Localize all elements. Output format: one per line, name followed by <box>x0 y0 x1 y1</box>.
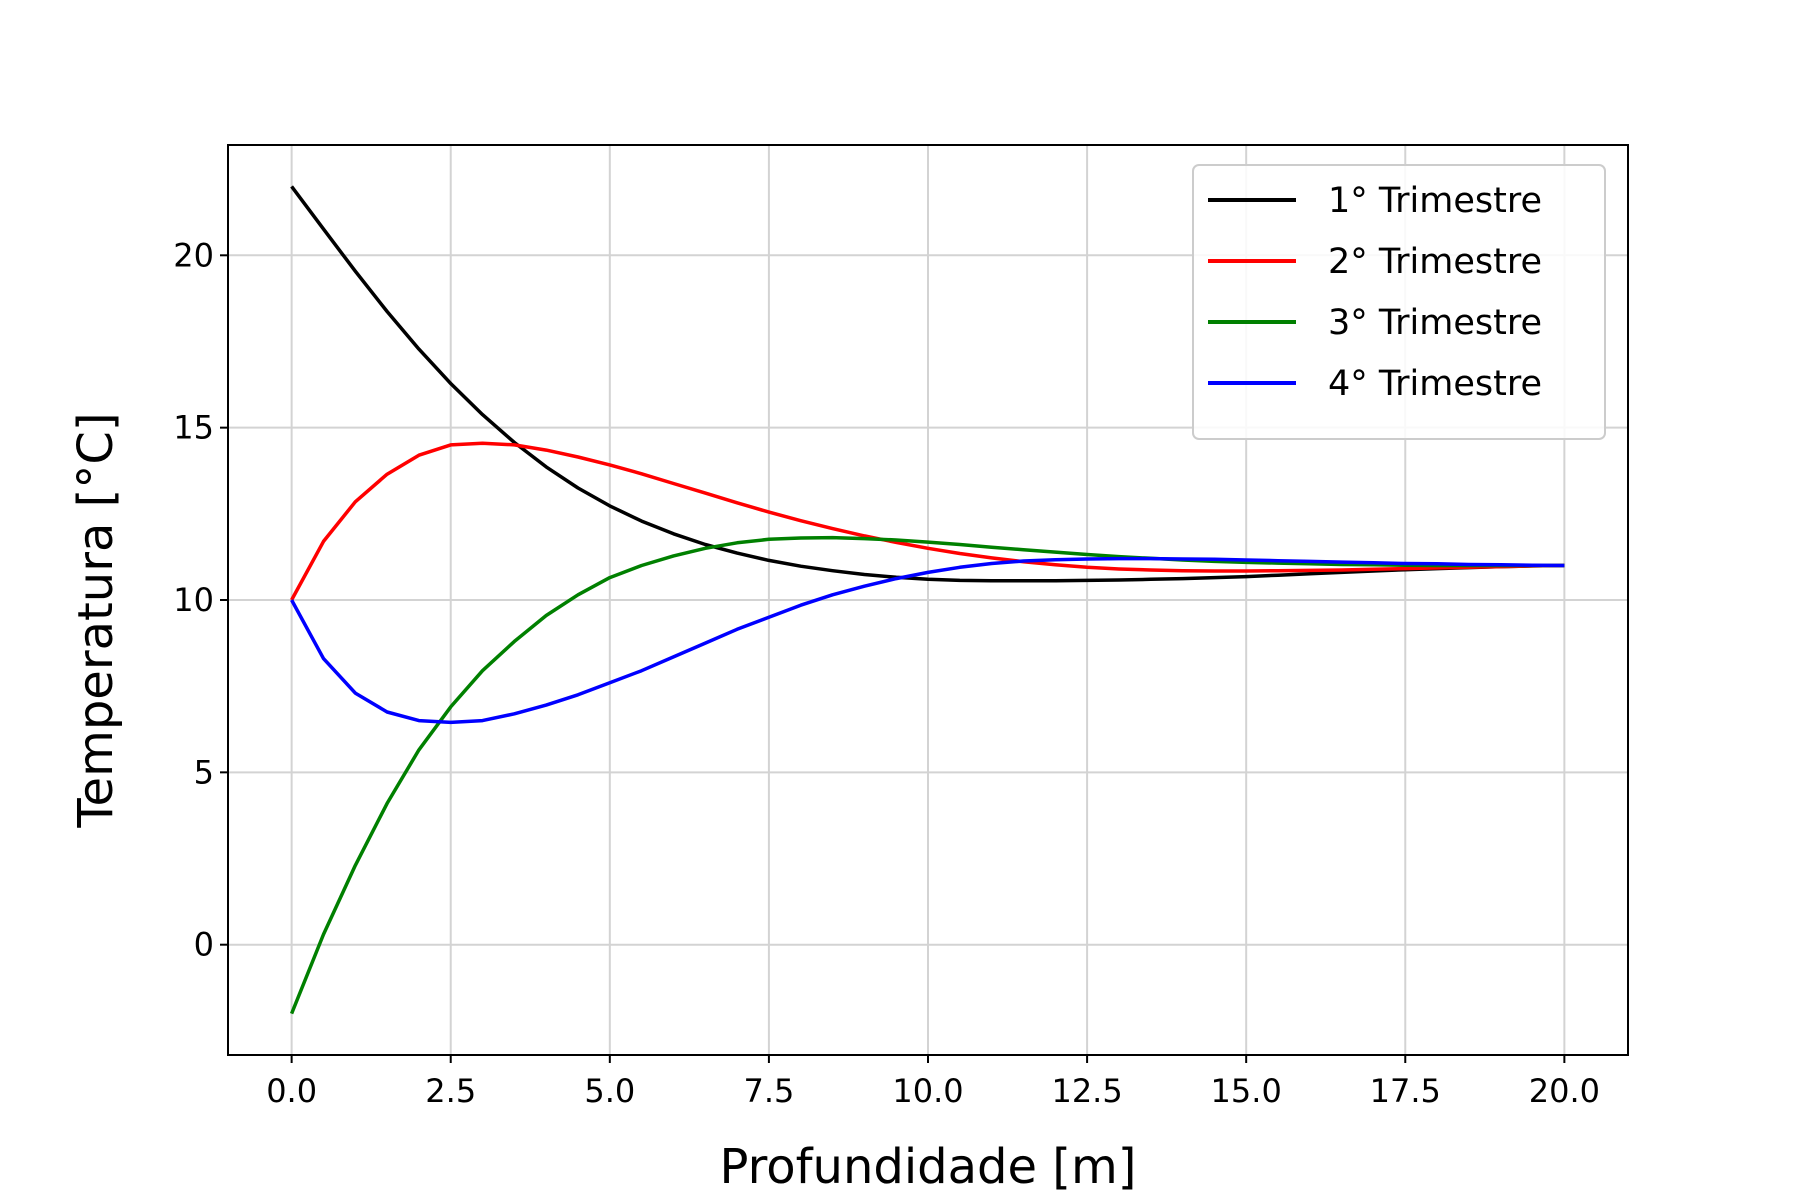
x-tick-label: 10.0 <box>892 1072 963 1110</box>
x-axis-label: Profundidade [m] <box>719 1139 1136 1195</box>
legend-label: 2° Trimestre <box>1328 242 1542 282</box>
y-tick-label: 20 <box>173 236 214 274</box>
y-tick-label: 15 <box>173 409 214 447</box>
y-axis-label: Temperatura [°C] <box>68 412 124 828</box>
series-line <box>290 556 1565 725</box>
x-axis-ticks: 0.0 2.5 5.0 7.5 10.0 12.5 15.0 17.5 20.0 <box>266 1055 1600 1110</box>
x-tick-label: 0.0 <box>266 1072 317 1110</box>
legend-box <box>1192 164 1606 440</box>
series-line <box>290 185 1565 583</box>
legend-label: 4° Trimestre <box>1328 364 1542 404</box>
series-line <box>290 441 1565 601</box>
legend-label: 1° Trimestre <box>1328 181 1542 221</box>
legend: 1° Trimestre 2° Trimestre 3° Trimestre 4° T… <box>1192 164 1606 440</box>
x-tick-label: 12.5 <box>1051 1072 1122 1110</box>
y-tick-label: 10 <box>173 581 214 619</box>
y-tick-label: 5 <box>194 753 214 791</box>
series-lines <box>289 185 1565 1015</box>
series-line <box>289 535 1565 1015</box>
x-tick-label: 20.0 <box>1529 1072 1600 1110</box>
x-tick-label: 15.0 <box>1211 1072 1282 1110</box>
x-tick-label: 7.5 <box>743 1072 794 1110</box>
x-tick-label: 17.5 <box>1370 1072 1441 1110</box>
x-tick-label: 5.0 <box>584 1072 635 1110</box>
legend-label: 3° Trimestre <box>1328 303 1542 343</box>
y-tick-label: 0 <box>194 926 214 964</box>
y-axis-ticks: 0 5 10 15 20 <box>173 236 228 964</box>
x-tick-label: 2.5 <box>425 1072 476 1110</box>
